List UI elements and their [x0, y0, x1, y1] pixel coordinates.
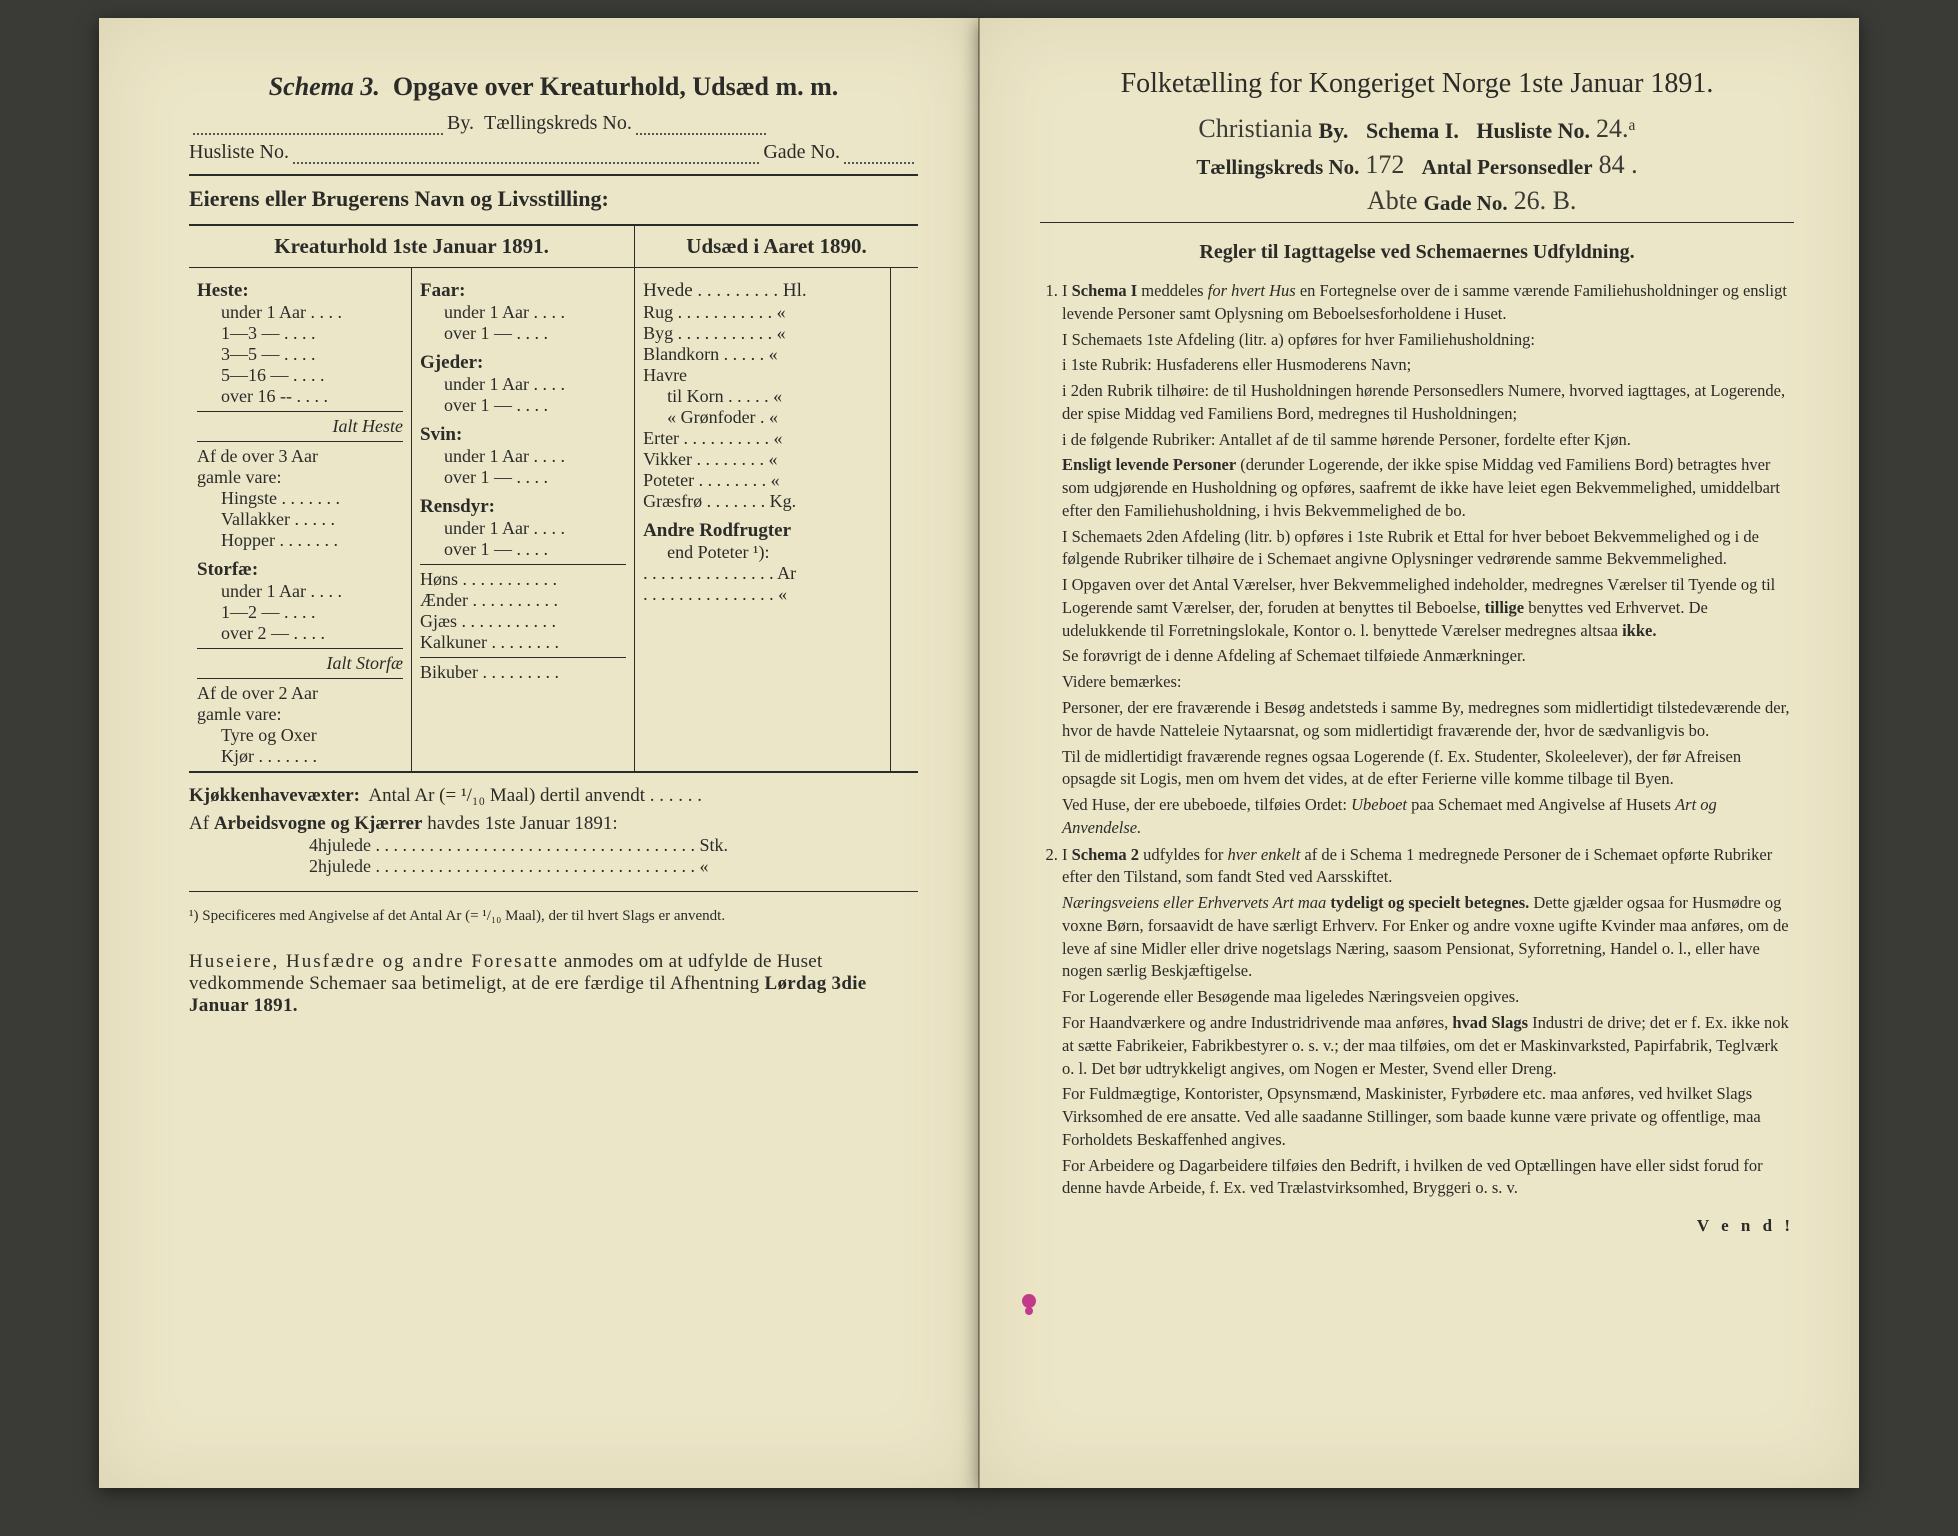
handwriting-city: Christiania [1198, 114, 1312, 144]
seed-col: Hvede . . . . . . . . . Hl. Rug . . . . … [635, 268, 890, 771]
col-heading-udsaed: Udsæd i Aaret 1890. [635, 226, 918, 268]
handwriting-husliste-no: 24.ᵃ [1596, 114, 1636, 144]
handwriting-personsedler: 84 . [1599, 150, 1638, 180]
footnote: ¹) Specificeres med Angivelse af det Ant… [189, 908, 918, 925]
header-line3: Abte Gade No. 26. B. [1040, 186, 1794, 216]
left-page: Schema 3. Opgave over Kreaturhold, Udsæd… [99, 18, 979, 1488]
closing-paragraph: Huseiere, Husfædre og andre Foresatte an… [189, 951, 918, 1017]
animals-col2: Faar: under 1 Aar . . . . over 1 — . . .… [412, 268, 635, 771]
line-by-tkreds: By. Tællingskreds No. [189, 112, 918, 135]
handwriting-gade-no: 26. B. [1514, 186, 1577, 216]
rules-list: I Schema I meddeles for hvert Hus en For… [1040, 280, 1794, 1200]
page-spread: Schema 3. Opgave over Kreaturhold, Udsæd… [99, 18, 1859, 1488]
arbeidsvogne-line: Af Arbeidsvogne og Kjærrer havdes 1ste J… [189, 813, 918, 835]
kreatur-table: Kreaturhold 1ste Januar 1891. Udsæd i Aa… [189, 224, 918, 773]
rules-title: Regler til Iagttagelse ved Schemaernes U… [1040, 241, 1794, 264]
col-heading-kreatur: Kreaturhold 1ste Januar 1891. [189, 226, 635, 268]
2hjulede-line: 2hjulede . . . . . . . . . . . . . . . .… [309, 856, 918, 877]
census-title: Folketælling for Kongeriget Norge 1ste J… [1040, 68, 1794, 100]
ink-blot-icon [1022, 1294, 1036, 1308]
header-line1: Christiania By. Schema I. Husliste No. 2… [1040, 114, 1794, 144]
header-line2: Tællingskreds No. 172 Antal Personsedler… [1040, 150, 1794, 180]
right-page: Folketælling for Kongeriget Norge 1ste J… [979, 18, 1859, 1488]
rule-2: I Schema 2 udfyldes for hver enkelt af d… [1062, 844, 1794, 1200]
handwriting-tkreds-no: 172 [1365, 150, 1404, 180]
rule-1: I Schema I meddeles for hvert Hus en For… [1062, 280, 1794, 840]
4hjulede-line: 4hjulede . . . . . . . . . . . . . . . .… [309, 835, 918, 856]
animals-col1: Heste: under 1 Aar . . . . 1—3 — . . . .… [189, 268, 412, 771]
seed-qty-col [890, 268, 918, 771]
owner-heading: Eierens eller Brugerens Navn og Livsstil… [189, 186, 918, 212]
handwriting-street: Abte [1258, 186, 1418, 216]
line-husliste-gade: Husliste No. Gade No. [189, 141, 918, 164]
vend-label: V e n d ! [1040, 1216, 1794, 1236]
kjokkenhave-line: Kjøkkenhavevæxter: Antal Ar (= ¹/₁₀ Maal… [189, 785, 918, 807]
schema3-title: Schema 3. Opgave over Kreaturhold, Udsæd… [189, 72, 918, 102]
